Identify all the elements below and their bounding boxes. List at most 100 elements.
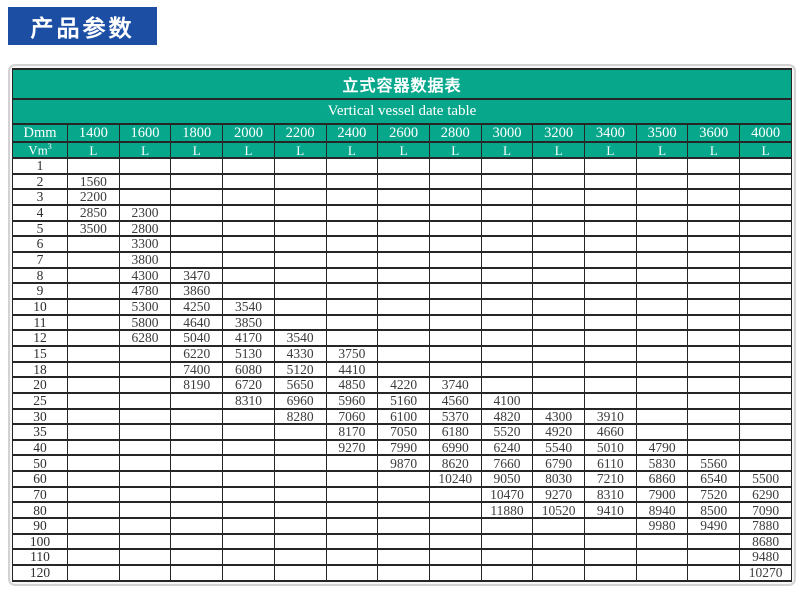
value-cell xyxy=(739,297,792,316)
value-cell xyxy=(635,157,689,175)
value-cell: 4820 xyxy=(480,407,534,426)
value-cell xyxy=(325,329,379,347)
value-cell xyxy=(687,376,741,394)
value-cell xyxy=(532,376,586,394)
diameter-col-header: 1600 xyxy=(118,123,172,143)
value-cell: 6110 xyxy=(584,454,637,473)
value-cell xyxy=(67,282,120,300)
value-cell xyxy=(222,172,275,191)
value-cell xyxy=(480,250,534,269)
value-cell xyxy=(67,470,120,488)
value-cell xyxy=(739,423,792,441)
table-subtitle-row: Vertical vessel date table xyxy=(12,98,792,125)
volume-label-cell: 10 xyxy=(12,297,68,316)
value-cell xyxy=(428,203,482,222)
value-cell xyxy=(635,548,689,567)
value-cell: 2800 xyxy=(118,219,172,238)
value-cell: 4640 xyxy=(170,313,224,332)
value-cell xyxy=(532,157,586,175)
value-cell: 8940 xyxy=(635,501,689,520)
value-cell xyxy=(584,391,637,410)
value-cell xyxy=(687,157,741,175)
value-cell xyxy=(480,172,534,191)
value-cell xyxy=(170,438,224,457)
diameter-col-header: 2600 xyxy=(377,123,430,143)
value-cell xyxy=(739,250,792,269)
value-cell xyxy=(325,266,379,285)
value-cell: 6240 xyxy=(480,438,534,457)
table-row: 80 11880 10520 9410 8940 8500 7090 xyxy=(12,501,792,520)
value-cell xyxy=(428,329,482,347)
value-cell xyxy=(273,203,327,222)
value-cell: 9480 xyxy=(739,548,792,567)
value-cell xyxy=(739,188,792,206)
diameter-col-header: 3600 xyxy=(687,123,741,143)
value-cell: 5130 xyxy=(222,344,275,363)
value-cell xyxy=(635,532,689,551)
value-cell xyxy=(222,219,275,238)
table-row: 1 xyxy=(12,157,792,175)
value-cell: 4220 xyxy=(377,376,430,394)
value-cell: 4100 xyxy=(480,391,534,410)
value-cell xyxy=(118,470,172,488)
diameter-col-header: 3200 xyxy=(532,123,586,143)
table-row: 70 10470 9270 8310 7900 7520 6290 xyxy=(12,485,792,504)
volume-label-cell: 2 xyxy=(12,172,68,191)
value-cell xyxy=(325,219,379,238)
value-cell xyxy=(377,485,430,504)
value-cell: 3740 xyxy=(428,376,482,394)
value-cell xyxy=(118,391,172,410)
value-cell xyxy=(377,172,430,191)
value-cell xyxy=(222,548,275,567)
value-cell xyxy=(584,329,637,347)
value-cell: 5960 xyxy=(325,391,379,410)
value-cell xyxy=(325,203,379,222)
value-cell: 8310 xyxy=(584,485,637,504)
value-cell xyxy=(635,344,689,363)
value-cell xyxy=(687,407,741,426)
value-cell xyxy=(377,157,430,175)
value-cell: 7990 xyxy=(377,438,430,457)
value-cell: 6280 xyxy=(118,329,172,347)
value-cell xyxy=(428,188,482,206)
unit-col-header: L xyxy=(67,141,120,159)
value-cell xyxy=(687,282,741,300)
value-cell: 10270 xyxy=(739,564,792,582)
value-cell xyxy=(377,548,430,567)
value-cell xyxy=(325,313,379,332)
value-cell: 9870 xyxy=(377,454,430,473)
value-cell xyxy=(170,188,224,206)
volume-label-cell: 7 xyxy=(12,250,68,269)
volume-label-cell: 5 xyxy=(12,219,68,238)
unit-col-header: L xyxy=(170,141,224,159)
value-cell: 4780 xyxy=(118,282,172,300)
value-cell xyxy=(273,485,327,504)
value-cell xyxy=(584,188,637,206)
value-cell xyxy=(687,344,741,363)
value-cell xyxy=(273,454,327,473)
value-cell xyxy=(222,485,275,504)
value-cell xyxy=(428,501,482,520)
value-cell xyxy=(377,250,430,269)
value-cell xyxy=(532,250,586,269)
value-cell xyxy=(532,564,586,582)
value-cell xyxy=(480,517,534,535)
value-cell: 5560 xyxy=(687,454,741,473)
unit-col-header: L xyxy=(739,141,792,159)
volume-label-cell: 15 xyxy=(12,344,68,363)
value-cell xyxy=(118,532,172,551)
value-cell: 6100 xyxy=(377,407,430,426)
value-cell xyxy=(687,297,741,316)
value-cell xyxy=(222,203,275,222)
value-cell: 4300 xyxy=(118,266,172,285)
value-cell xyxy=(170,485,224,504)
volume-label-cell: 80 xyxy=(12,501,68,520)
value-cell xyxy=(273,423,327,441)
value-cell xyxy=(584,376,637,394)
value-cell xyxy=(222,532,275,551)
value-cell: 5040 xyxy=(170,329,224,347)
value-cell xyxy=(222,470,275,488)
value-cell xyxy=(584,250,637,269)
value-cell xyxy=(67,266,120,285)
